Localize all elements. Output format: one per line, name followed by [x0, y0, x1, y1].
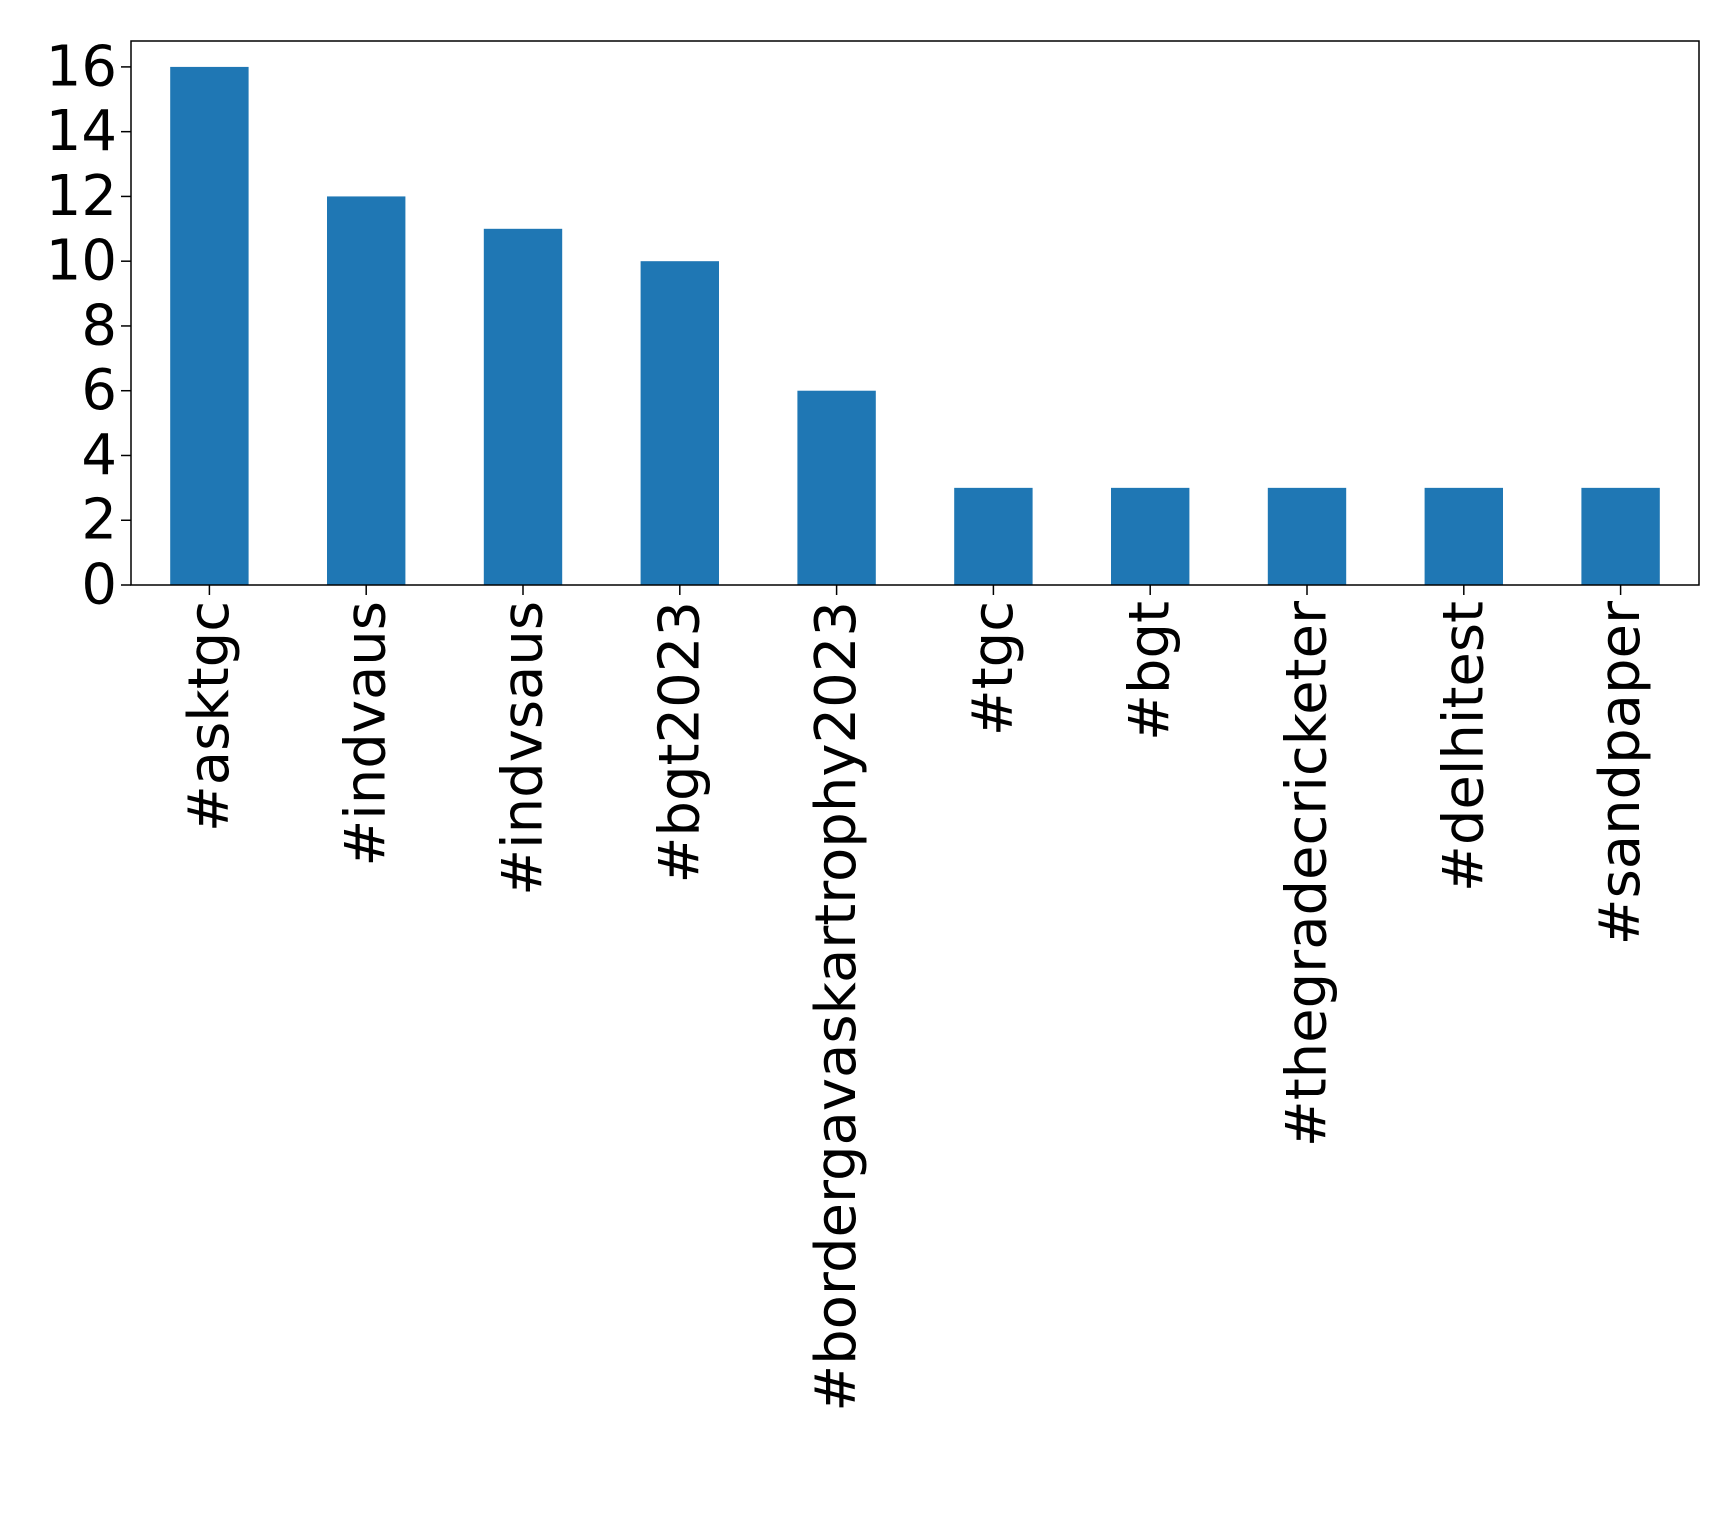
bar-asktgc: [170, 66, 249, 585]
bars-layer: [170, 66, 1660, 586]
x-tick-label: #asktgc: [177, 601, 242, 832]
x-tick-label: #bgt2023: [647, 601, 712, 884]
x-tick-label: #bordergavaskartrophy2023: [804, 601, 869, 1412]
x-tick-label: #indvsaus: [491, 601, 556, 896]
bar-indvsaus: [483, 228, 563, 586]
y-tick-label: 10: [46, 229, 117, 294]
y-tick-label: 14: [46, 99, 117, 164]
y-tick-label: 2: [81, 488, 117, 553]
y-tick-label: 0: [81, 553, 117, 618]
x-tick-label: #indvaus: [334, 601, 399, 867]
y-tick-label: 16: [46, 34, 117, 99]
bar-bordergavaskartrophy2023: [797, 390, 876, 585]
bar-bgt2023: [640, 261, 719, 585]
x-tick-label: #sandpaper: [1588, 600, 1653, 945]
x-tick-label: #bgt: [1118, 601, 1183, 741]
x-tick-label: #delhitest: [1431, 601, 1496, 892]
bar-delhitest: [1424, 487, 1503, 585]
x-tick-label: #thegradecricketer: [1275, 600, 1340, 1147]
plot-frame: [130, 40, 1700, 586]
y-tick-label: 12: [46, 164, 117, 229]
x-tick-label: #tgc: [961, 601, 1026, 736]
bar-sandpaper: [1581, 487, 1660, 585]
x-axis: #asktgc #indvaus #indvsaus #bgt2023 #borderg…: [177, 585, 1653, 1412]
bar-tgc: [954, 487, 1033, 585]
bar-indvaus: [327, 196, 406, 585]
bar-thegradecricketer: [1267, 487, 1347, 585]
y-tick-label: 6: [81, 358, 117, 423]
y-tick-label: 4: [81, 423, 117, 488]
bar-bgt: [1111, 487, 1190, 585]
y-tick-label: 8: [81, 293, 117, 358]
